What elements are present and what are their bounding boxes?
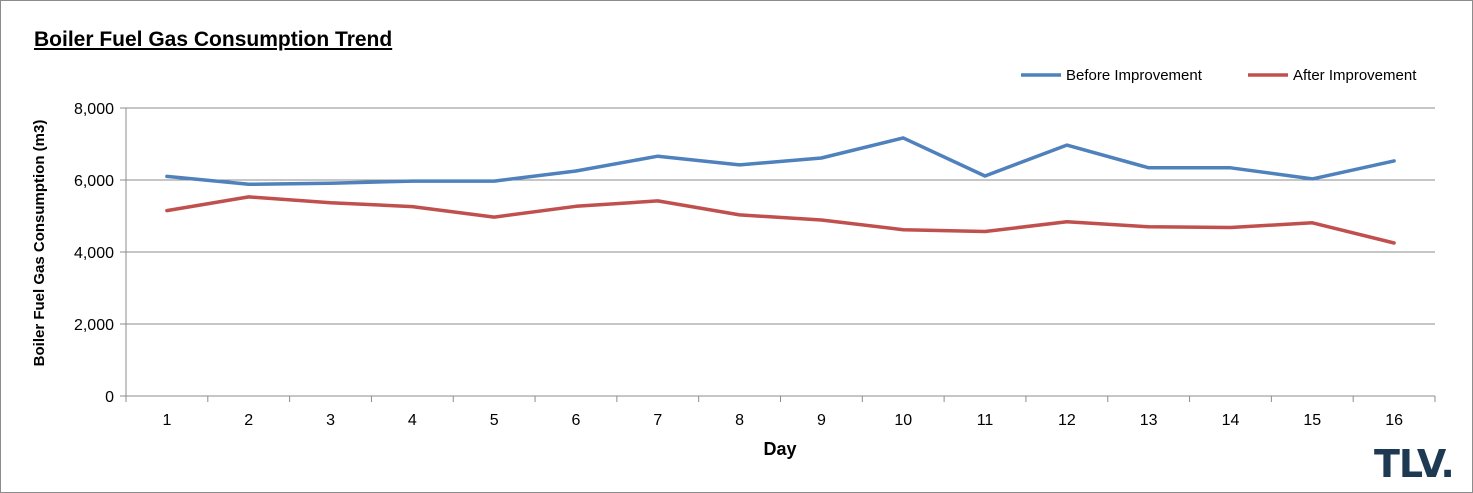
x-tick-label: 2 — [244, 412, 253, 429]
x-tick-label: 7 — [653, 412, 662, 429]
legend: Before Improvement After Improvement — [1021, 67, 1417, 84]
x-axis-title: Day — [763, 439, 796, 459]
y-tick-label: 4,000 — [74, 245, 114, 262]
x-tick-label: 11 — [977, 412, 994, 429]
y-axis-title: Boiler Fuel Gas Consumption (m3) — [31, 120, 48, 367]
y-tick-label: 2,000 — [74, 317, 114, 334]
series-line-after — [165, 195, 1396, 245]
chart-title: Boiler Fuel Gas Consumption Trend — [34, 28, 393, 51]
legend-label: After Improvement — [1293, 67, 1417, 84]
y-tick-label: 6,000 — [74, 173, 114, 190]
x-tick-label: 10 — [894, 412, 912, 429]
x-tick-label: 16 — [1385, 412, 1403, 429]
tlv-logo: TLV. — [1374, 442, 1455, 486]
x-axis-ticks: 1 2 3 4 5 6 7 8 9 10 11 12 13 14 15 16 — [125, 396, 1436, 429]
x-tick-label: 4 — [408, 412, 417, 429]
x-tick-label: 8 — [735, 412, 744, 429]
y-axis-ticks: 0 2,000 4,000 6,000 8,000 — [74, 101, 126, 406]
x-tick-label: 5 — [490, 412, 499, 429]
x-tick-label: 14 — [1222, 412, 1240, 429]
y-tick-label: 0 — [105, 389, 114, 406]
x-tick-label: 13 — [1140, 412, 1158, 429]
x-tick-label: 1 — [162, 412, 171, 429]
x-tick-label: 3 — [326, 412, 335, 429]
y-tick-label: 8,000 — [74, 101, 114, 118]
gridlines — [126, 107, 1435, 325]
legend-label: Before Improvement — [1066, 67, 1203, 84]
x-tick-label: 12 — [1058, 412, 1076, 429]
x-tick-label: 15 — [1303, 412, 1321, 429]
x-tick-label: 6 — [572, 412, 581, 429]
series-lines — [165, 136, 1396, 245]
x-tick-label: 9 — [817, 412, 826, 429]
series-line-before — [165, 136, 1396, 187]
